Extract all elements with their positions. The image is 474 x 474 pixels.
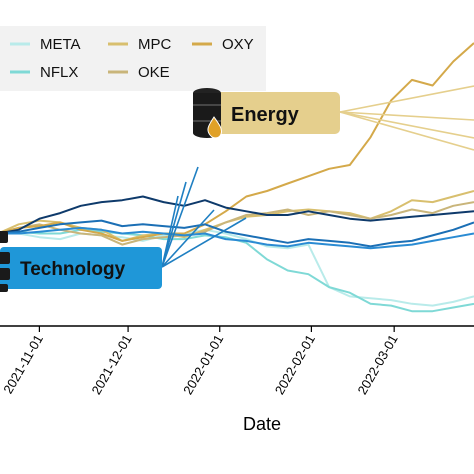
x-axis-label: Date — [243, 414, 281, 434]
energy-label-box — [194, 92, 340, 134]
oil-barrel-icon — [193, 88, 222, 139]
technology-connector-3 — [161, 209, 215, 268]
legend-label-meta: META — [40, 36, 81, 53]
technology-label-box — [0, 247, 162, 289]
legend-background — [0, 26, 266, 91]
legend-label-nflx: NFLX — [40, 64, 78, 81]
x-tick-label: 2021-12-01 — [88, 332, 134, 397]
series-line-meta — [0, 228, 474, 307]
technology-label: Technology — [20, 259, 126, 280]
legend-label-oxy: OXY — [222, 36, 254, 53]
x-tick-label: 2022-02-01 — [272, 332, 318, 397]
technology-connector-2 — [161, 195, 179, 268]
x-tick-label: 2021-11-01 — [0, 332, 46, 396]
energy-connector-2 — [339, 111, 474, 139]
energy-connector-3 — [339, 111, 474, 151]
plot-lines — [0, 42, 474, 313]
legend-label-mpc: MPC — [138, 36, 172, 53]
series-line-unlabeled-5 — [0, 195, 474, 235]
technology-connector-4 — [161, 217, 247, 268]
x-tick-label: 2022-01-01 — [180, 332, 226, 397]
server-icon — [0, 231, 10, 292]
legend: META NFLX MPC OKE OXY — [0, 26, 266, 91]
series-line-oke — [0, 201, 474, 246]
energy-connector-1 — [339, 111, 474, 121]
energy-annotation: Energy — [193, 88, 340, 139]
energy-label: Energy — [231, 104, 300, 126]
series-line-unlabeled-7 — [0, 226, 474, 250]
series-line-unlabeled-6 — [0, 219, 474, 248]
legend-label-oke: OKE — [138, 64, 170, 81]
annotation-connectors — [161, 85, 474, 268]
technology-connector-0 — [161, 166, 199, 268]
x-ticks: 2021-11-01 2021-12-01 2022-01-01 2022-02-01… — [0, 326, 401, 397]
x-tick-label: 2022-03-01 — [355, 332, 401, 397]
technology-annotation: Technology — [0, 231, 162, 292]
energy-connector-0 — [339, 85, 474, 113]
